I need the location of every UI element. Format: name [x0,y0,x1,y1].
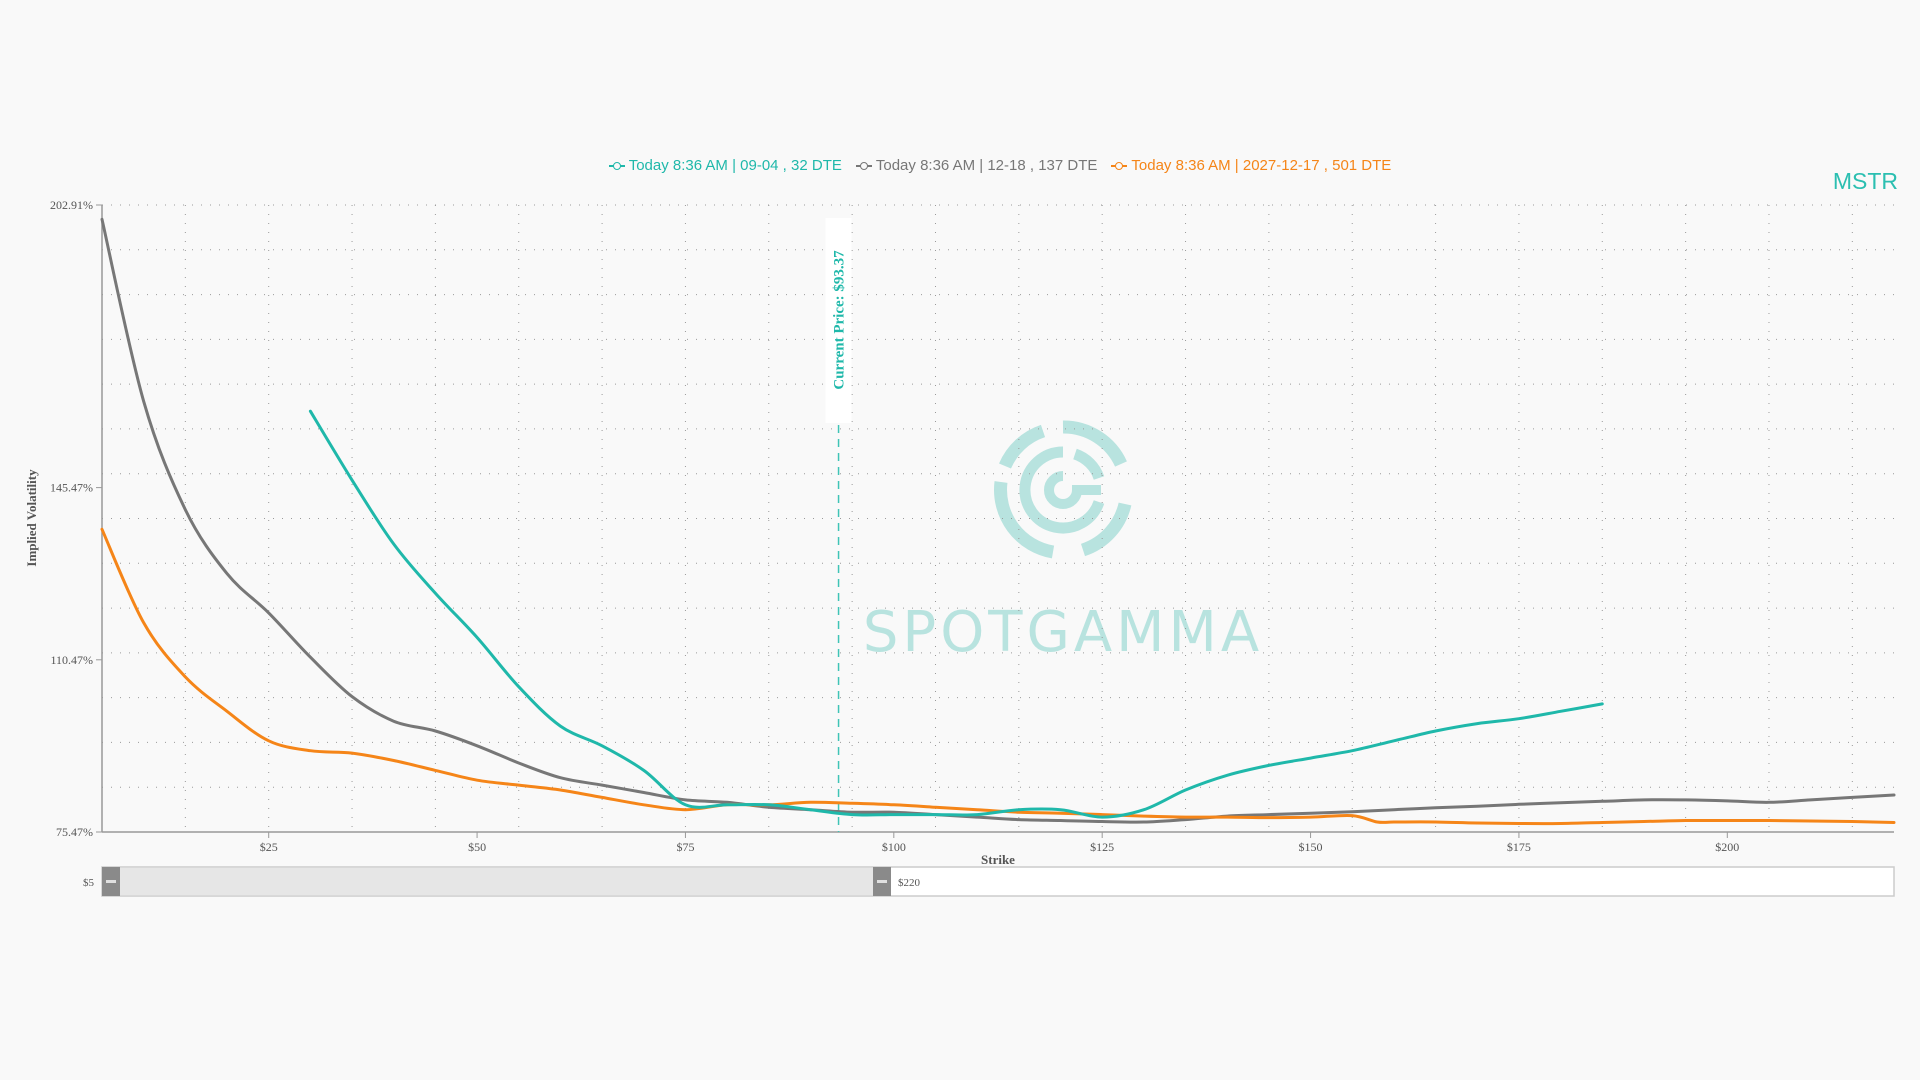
current-price-label-background [825,218,852,423]
series-line-1[interactable] [100,217,1896,824]
legend-item-series-1[interactable]: Today 8:36 AM | 12-18 , 137 DTE [855,157,1098,174]
legend-marker-icon [608,161,625,171]
range-slider-right-grip-icon [877,880,887,883]
x-axis-title: Strike [981,852,1015,867]
y-axis-title: Implied Volatility [24,469,39,567]
series-line-0[interactable] [308,409,1604,819]
x-tick-label: $50 [468,840,486,854]
y-tick-label: 145.47% [50,481,93,495]
legend-label-series-2: Today 8:36 AM | 2027-12-17 , 501 DTE [1131,157,1392,174]
grid-layer [102,204,1894,833]
legend-item-series-2[interactable]: Today 8:36 AM | 2027-12-17 , 501 DTE [1111,157,1391,174]
current-price-marker: Current Price: $93.37 [825,218,852,832]
x-tick-label: $25 [260,840,278,854]
x-tick-label: $75 [676,840,694,854]
range-slider[interactable]: $5 $220 [83,866,1895,897]
range-slider-min-label: $5 [83,877,95,889]
y-tick-label: 75.47% [56,825,93,839]
series-layer [100,217,1896,826]
legend-label-series-0: Today 8:36 AM | 09-04 , 32 DTE [628,157,842,174]
x-tick-label: $175 [1507,840,1531,854]
legend: Today 8:36 AM | 09-04 , 32 DTE Today 8:3… [0,157,1920,174]
watermark-logo-icon [994,420,1132,559]
x-tick-label: $125 [1090,840,1114,854]
series-line-2[interactable] [100,527,1896,826]
axes-layer: $25 $50 $75 $100 $125 $150 $175 $200 75.47% 110.4… [50,198,1894,854]
ticker-label: MSTR [1832,168,1898,194]
watermark-text: SPOTGAMMA [863,600,1263,665]
legend-item-series-0[interactable]: Today 8:36 AM | 09-04 , 32 DTE [608,157,842,174]
legend-marker-icon [1111,161,1128,171]
legend-marker-icon [855,161,872,171]
current-price-label: Current Price: $93.37 [832,250,848,390]
y-tick-label: 110.47% [50,653,93,667]
x-tick-label: $100 [882,840,906,854]
x-tick-label: $200 [1715,840,1739,854]
y-tick-label: 202.91% [50,198,93,212]
range-slider-max-label: $220 [898,877,921,889]
x-tick-label: $150 [1299,840,1323,854]
legend-label-series-1: Today 8:36 AM | 12-18 , 137 DTE [875,157,1098,174]
range-slider-selection[interactable] [110,868,880,895]
range-slider-left-grip-icon [106,880,116,883]
